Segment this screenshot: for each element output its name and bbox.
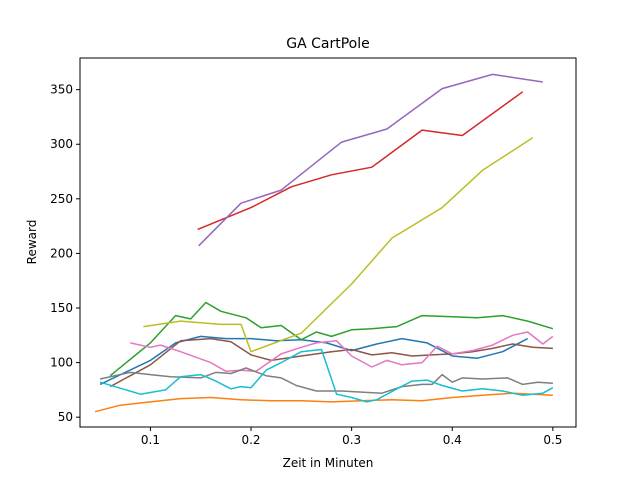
series-line-1 [94,392,553,413]
y-tick-label: 350 [50,83,73,97]
series-line-2 [109,301,554,377]
plot-frame [79,57,577,428]
chart-title: GA CartPole [286,36,370,52]
series-line-3 [197,91,524,231]
x-axis-ticks: 0.1 0.2 0.3 0.4 0.5 [141,427,562,447]
y-axis-label: Reward [25,220,39,265]
y-tick-label: 300 [50,137,73,151]
series-line-7 [99,367,553,394]
series-line-5 [109,337,553,388]
y-axis-ticks: 50 100 150 200 250 300 350 [50,83,80,424]
series-line-4 [198,73,543,247]
y-tick-label: 250 [50,192,73,206]
y-tick-label: 50 [58,410,73,424]
x-tick-label: 0.5 [543,433,562,447]
x-tick-label: 0.4 [443,433,462,447]
series-line-8 [143,137,534,353]
series-line-6 [130,331,554,373]
series-line-0 [99,335,529,386]
series-line-9 [99,348,554,403]
x-tick-label: 0.3 [342,433,361,447]
y-tick-label: 200 [50,246,73,260]
y-tick-label: 100 [50,356,73,370]
x-axis-label: Zeit in Minuten [283,456,374,470]
plot-lines [94,73,554,413]
x-tick-label: 0.1 [141,433,160,447]
y-tick-label: 150 [50,301,73,315]
x-tick-label: 0.2 [241,433,260,447]
